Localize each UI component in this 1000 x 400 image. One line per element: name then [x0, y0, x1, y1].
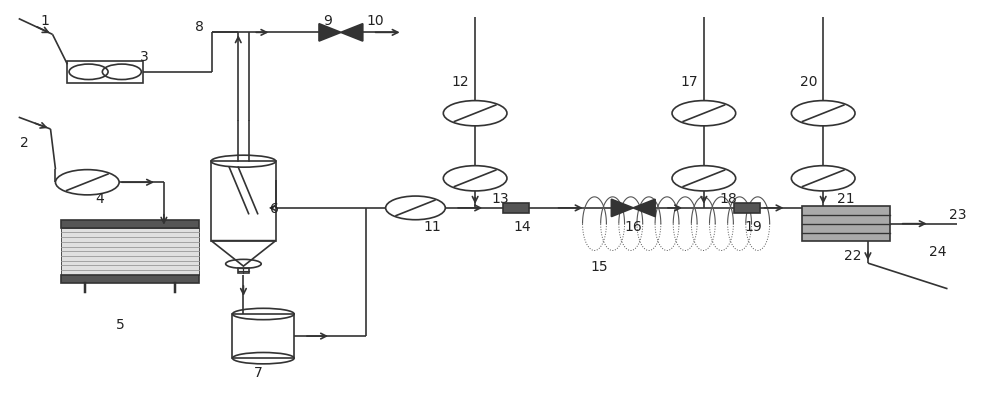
Text: 22: 22: [844, 249, 862, 263]
Text: 10: 10: [367, 14, 385, 28]
Text: 9: 9: [324, 14, 332, 28]
Text: 23: 23: [949, 208, 966, 222]
Text: 1: 1: [40, 14, 49, 28]
Polygon shape: [319, 24, 341, 41]
Text: 4: 4: [95, 192, 104, 206]
Bar: [61, 228, 199, 275]
Text: 20: 20: [800, 75, 817, 89]
Polygon shape: [611, 199, 633, 216]
Bar: [734, 203, 760, 213]
Text: 7: 7: [254, 366, 263, 380]
Bar: [61, 275, 199, 283]
Text: 16: 16: [624, 220, 642, 234]
Text: 8: 8: [195, 20, 204, 34]
Bar: [211, 161, 276, 241]
Bar: [67, 61, 143, 83]
Text: 12: 12: [451, 75, 469, 89]
Text: 6: 6: [270, 202, 279, 216]
Text: 14: 14: [513, 220, 531, 234]
Bar: [503, 203, 529, 213]
Text: 18: 18: [720, 192, 738, 206]
Polygon shape: [633, 199, 655, 216]
Text: 13: 13: [491, 192, 509, 206]
Text: 15: 15: [591, 260, 608, 274]
Text: 11: 11: [424, 220, 441, 234]
Text: 21: 21: [837, 192, 855, 206]
Text: 5: 5: [116, 318, 124, 332]
Text: 24: 24: [929, 245, 946, 259]
Bar: [238, 268, 249, 273]
Bar: [61, 220, 199, 228]
Bar: [802, 206, 890, 242]
Text: 2: 2: [20, 136, 29, 150]
Polygon shape: [341, 24, 363, 41]
Text: 3: 3: [140, 50, 148, 64]
Bar: [232, 314, 294, 358]
Text: 17: 17: [680, 75, 698, 89]
Text: 19: 19: [745, 220, 762, 234]
